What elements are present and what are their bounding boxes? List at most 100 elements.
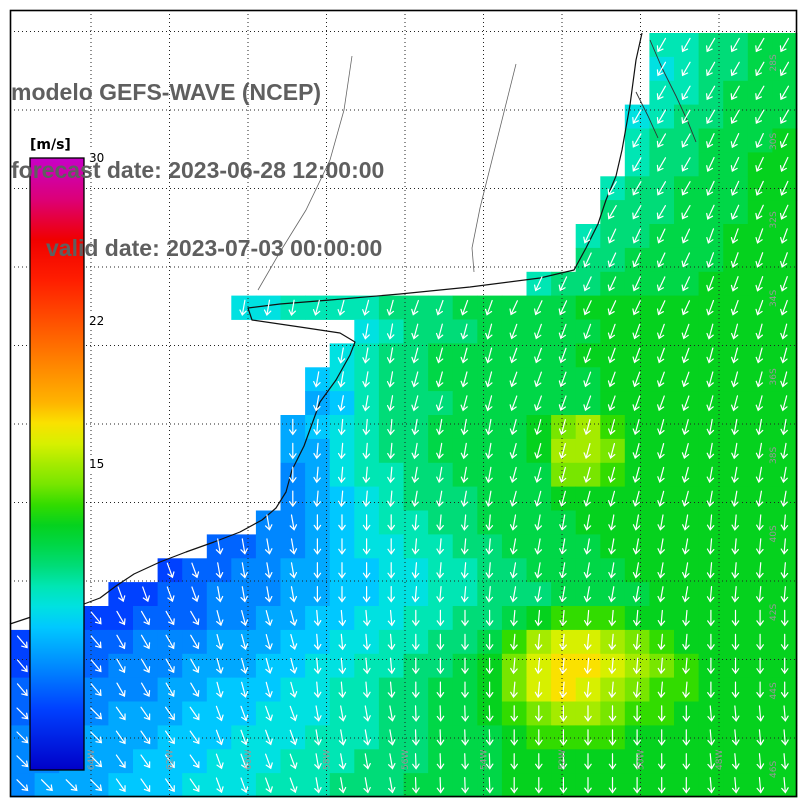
wind-arrow xyxy=(608,490,616,507)
wind-arrow xyxy=(681,109,691,124)
wind-arrow xyxy=(534,729,543,746)
wind-arrow xyxy=(313,395,321,412)
wind-arrow xyxy=(460,490,469,508)
wind-arrow xyxy=(460,586,469,603)
wind-arrow xyxy=(461,753,469,770)
wind-arrow xyxy=(730,85,740,101)
wind-arrow xyxy=(510,705,519,722)
wind-arrow xyxy=(312,299,321,316)
wind-arrow xyxy=(681,85,691,101)
wind-arrow xyxy=(657,776,666,794)
wind-arrow xyxy=(288,299,297,317)
wind-arrow xyxy=(485,514,494,531)
wind-arrow xyxy=(117,586,126,603)
wind-arrow xyxy=(313,562,322,579)
wind-arrow xyxy=(682,633,690,651)
lon-label: 62W xyxy=(166,750,176,770)
wind-arrow xyxy=(632,109,642,124)
wind-arrow xyxy=(731,609,740,627)
wind-arrow xyxy=(460,466,469,484)
wind-arrow xyxy=(657,490,665,507)
wind-arrow xyxy=(411,371,419,388)
wind-arrow xyxy=(337,299,345,316)
wind-arrow xyxy=(264,586,273,603)
wind-arrow xyxy=(706,490,715,508)
wind-arrow xyxy=(485,562,494,579)
wind-arrow xyxy=(583,609,592,627)
wind-arrow xyxy=(607,323,616,340)
wind-arrow xyxy=(337,395,346,412)
wind-arrow xyxy=(656,205,667,220)
wind-arrow xyxy=(558,442,567,460)
colorbar-tick-bg xyxy=(87,313,109,329)
wind-arrow xyxy=(412,777,420,794)
wind-arrow xyxy=(780,490,788,508)
wind-arrow xyxy=(363,729,371,746)
wind-arrow xyxy=(657,419,665,436)
wind-arrow xyxy=(706,395,714,412)
lat-label: 44S xyxy=(769,682,779,699)
wind-arrow xyxy=(780,323,788,340)
wind-arrow xyxy=(485,705,494,722)
wind-arrow xyxy=(706,586,715,603)
wind-arrow xyxy=(583,419,591,436)
wind-arrow xyxy=(657,705,666,722)
wind-arrow xyxy=(313,418,321,436)
wind-arrow xyxy=(731,777,740,794)
wind-arrow xyxy=(142,586,150,603)
wind-arrow xyxy=(534,442,542,460)
wind-arrow xyxy=(779,204,789,220)
wind-arrow xyxy=(313,514,322,531)
wind-arrow xyxy=(657,657,666,675)
wind-arrow xyxy=(706,299,715,316)
wind-arrow xyxy=(681,323,690,340)
wind-arrow xyxy=(607,300,617,316)
wind-arrow xyxy=(558,300,568,316)
wind-arrow xyxy=(362,490,371,508)
wind-arrow xyxy=(755,371,764,388)
wind-arrow xyxy=(263,299,272,317)
wind-arrow xyxy=(681,181,691,196)
wind-arrow xyxy=(289,681,298,698)
wind-arrow xyxy=(534,753,543,770)
wind-arrow xyxy=(412,705,420,722)
wind-arrow xyxy=(313,657,322,675)
lat-label: 40S xyxy=(769,525,779,542)
wind-arrow xyxy=(165,682,175,697)
wind-arrow xyxy=(681,371,690,388)
wind-arrow xyxy=(460,299,469,316)
river-parana xyxy=(257,55,353,291)
wind-arrow xyxy=(164,706,175,721)
wind-arrow xyxy=(411,466,420,484)
wind-arrow xyxy=(460,323,468,340)
wind-arrow xyxy=(584,705,592,722)
wind-arrow xyxy=(755,276,764,292)
wind-arrow xyxy=(461,633,469,651)
wind-arrow xyxy=(534,466,542,483)
wind-arrow xyxy=(607,228,617,244)
wind-arrow xyxy=(681,442,690,460)
wind-arrow xyxy=(387,777,396,794)
wind-arrow xyxy=(780,418,788,436)
wind-arrow xyxy=(608,466,616,483)
wind-arrow xyxy=(534,633,543,651)
wind-arrow xyxy=(265,657,273,674)
wind-arrow xyxy=(165,658,175,674)
wind-arrow xyxy=(731,681,740,699)
wind-arrow xyxy=(608,729,617,746)
wind-arrow xyxy=(608,681,617,699)
wind-arrow xyxy=(264,562,273,579)
lon-label: 60W xyxy=(244,750,254,770)
wind-arrow xyxy=(363,657,371,675)
wind-arrow xyxy=(140,730,151,745)
wind-arrow xyxy=(558,323,567,340)
wind-arrow xyxy=(386,299,395,316)
wind-arrow xyxy=(362,514,371,531)
wind-arrow xyxy=(165,634,175,650)
wind-arrow xyxy=(485,395,493,412)
wind-arrow xyxy=(756,586,764,603)
wind-arrow xyxy=(608,442,616,460)
wind-arrow xyxy=(755,442,764,460)
wind-arrow xyxy=(608,776,617,794)
wind-arrow xyxy=(411,347,419,364)
